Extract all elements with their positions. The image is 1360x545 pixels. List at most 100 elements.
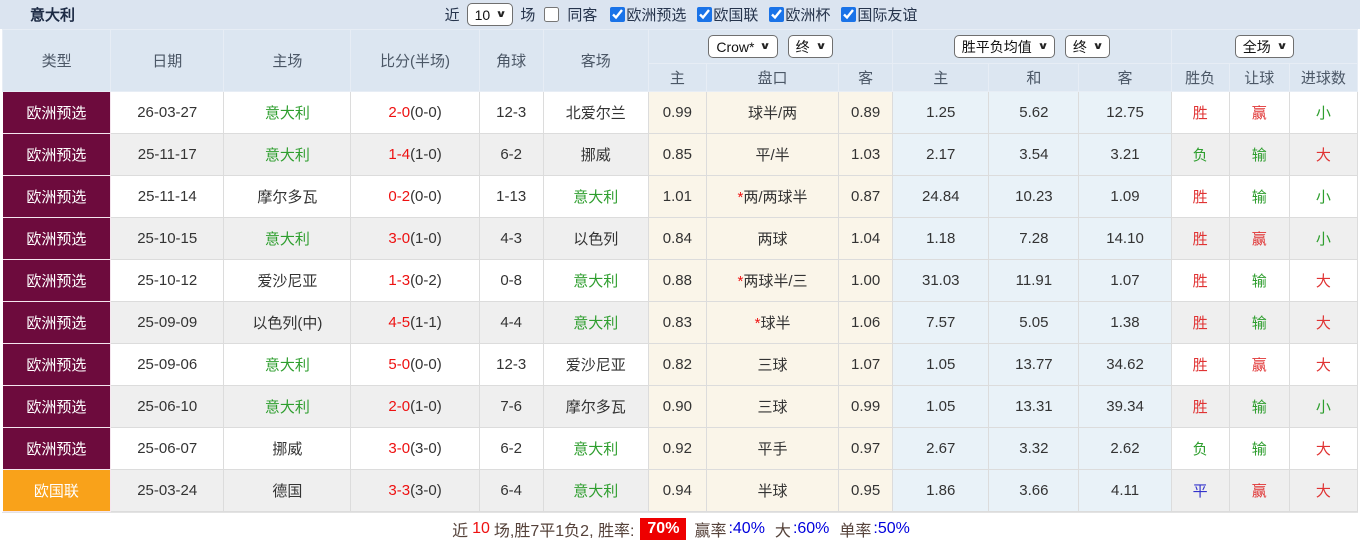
- outcome-result: 胜: [1171, 91, 1230, 134]
- league-badge: 欧洲预选: [2, 133, 112, 176]
- handicap-line: 平手: [706, 427, 840, 470]
- odds-company-select[interactable]: Crow* ∨: [708, 35, 778, 58]
- avg-draw: 5.62: [988, 91, 1080, 134]
- goals-result: 大: [1289, 469, 1359, 512]
- match-date: 25-06-07: [110, 427, 225, 470]
- handicap-result: 赢: [1229, 469, 1290, 512]
- win-rate-badge: 70%: [640, 518, 687, 540]
- odds-company-value: Crow*: [716, 38, 755, 55]
- goals-result: 小: [1289, 385, 1359, 428]
- handicap-result: 输: [1229, 427, 1290, 470]
- avg-draw: 13.77: [988, 343, 1080, 386]
- match-row: 欧洲预选 25-09-09 以色列(中) 4-5(1-1) 4-4 意大利 0.83 *球半 1…: [2, 301, 1359, 344]
- avg-lose: 34.62: [1078, 343, 1172, 386]
- same-away-checkbox[interactable]: [544, 7, 560, 22]
- match-row: 欧国联 25-03-24 德国 3-3(3-0) 6-4 意大利 0.94 半球 0.95 1.8…: [2, 469, 1359, 512]
- avg-time-select[interactable]: 终 ∨: [1064, 35, 1111, 58]
- league-filter-nations-league: 欧国联: [691, 4, 758, 25]
- score-halftime: (0-0): [410, 104, 442, 121]
- scope-select[interactable]: 全场 ∨: [1234, 35, 1294, 58]
- league-label: 国际友谊: [857, 7, 918, 24]
- matches-tbody: 欧洲预选 26-03-27 意大利 2-0(0-0) 12-3 北爱尔兰 0.99 球半/两 0…: [2, 91, 1359, 512]
- score-fulltime: 1-4: [388, 146, 411, 163]
- match-date: 25-10-12: [110, 259, 225, 302]
- avg-metric-select[interactable]: 胜平负均值 ∨: [953, 35, 1055, 58]
- away-team: 意大利: [543, 427, 649, 470]
- goals-result: 大: [1289, 133, 1359, 176]
- score-fulltime: 3-0: [388, 440, 411, 457]
- handicap-star: *: [754, 315, 761, 332]
- corners: 0-8: [479, 259, 544, 302]
- score-cell: 1-3(0-2): [350, 259, 480, 302]
- corners: 6-2: [479, 133, 544, 176]
- summary-near-label: 近: [452, 523, 469, 540]
- avg-lose: 4.11: [1078, 469, 1172, 512]
- away-team: 摩尔多瓦: [543, 385, 649, 428]
- sub-header-avg-lose: 客: [1078, 63, 1172, 92]
- handicap-result: 赢: [1229, 343, 1290, 386]
- handicap-text: 三球: [757, 399, 788, 416]
- avg-draw: 10.23: [988, 175, 1080, 218]
- chevron-down-icon: ∨: [1276, 41, 1288, 52]
- match-row: 欧洲预选 26-03-27 意大利 2-0(0-0) 12-3 北爱尔兰 0.99 球半/两 0…: [2, 91, 1359, 134]
- avg-draw: 11.91: [988, 259, 1080, 302]
- league-filter-euro-cup: 欧洲杯: [763, 4, 830, 25]
- away-team: 挪威: [543, 133, 649, 176]
- league-checkbox[interactable]: [841, 7, 857, 22]
- goals-result: 大: [1289, 301, 1359, 344]
- handicap-text: 平/半: [755, 147, 790, 164]
- result-group-header: 全场 ∨: [1170, 29, 1359, 64]
- scope-value: 全场: [1242, 38, 1271, 55]
- home-team: 爱沙尼亚: [223, 259, 352, 302]
- score-fulltime: 2-0: [388, 104, 411, 121]
- avg-metric-value: 胜平负均值: [961, 38, 1032, 55]
- avg-draw: 3.54: [988, 133, 1080, 176]
- score-halftime: (3-0): [410, 440, 442, 457]
- avg-win: 1.86: [892, 469, 990, 512]
- odds-group-header: Crow* ∨ 终 ∨: [647, 29, 894, 64]
- outcome-result: 胜: [1171, 343, 1230, 386]
- score-cell: 1-4(1-0): [350, 133, 480, 176]
- odds-home: 0.90: [648, 385, 707, 428]
- match-row: 欧洲预选 25-09-06 意大利 5-0(0-0) 12-3 爱沙尼亚 0.82 三球 1.0…: [2, 343, 1359, 386]
- avg-lose: 12.75: [1078, 91, 1172, 134]
- chevron-down-icon: ∨: [814, 41, 827, 52]
- handicap-result: 输: [1229, 175, 1290, 218]
- single-rate-value: :50%: [873, 520, 910, 537]
- outcome-result: 胜: [1171, 385, 1230, 428]
- league-checkbox[interactable]: [769, 7, 785, 22]
- match-date: 25-10-15: [110, 217, 225, 260]
- col-header-type: 类型: [1, 29, 112, 92]
- recent-count-select[interactable]: 10 ∨: [466, 3, 514, 26]
- odds-time-select[interactable]: 终 ∨: [787, 35, 833, 58]
- odds-away: 0.87: [838, 175, 894, 218]
- league-checkbox[interactable]: [697, 7, 713, 22]
- away-team: 意大利: [543, 469, 649, 512]
- goals-result: 大: [1289, 259, 1359, 302]
- avg-win: 2.17: [892, 133, 990, 176]
- handicap-text: 半球: [757, 483, 788, 500]
- big-rate-label: 大: [774, 523, 791, 540]
- home-team: 意大利: [223, 217, 352, 260]
- avg-draw: 13.31: [988, 385, 1080, 428]
- page-title: 意大利: [30, 7, 76, 24]
- outcome-result: 胜: [1171, 175, 1230, 218]
- odds-home: 0.92: [648, 427, 707, 470]
- score-cell: 3-3(3-0): [350, 469, 480, 512]
- single-rate-label: 单率: [839, 523, 872, 540]
- away-team: 意大利: [543, 259, 649, 302]
- handicap-result: 输: [1229, 385, 1290, 428]
- league-checkbox[interactable]: [610, 7, 626, 22]
- handicap-result: 输: [1229, 301, 1290, 344]
- handicap-line: 平/半: [706, 133, 840, 176]
- score-halftime: (0-0): [410, 188, 442, 205]
- league-badge: 欧洲预选: [2, 301, 112, 344]
- handicap-text: 平手: [757, 441, 788, 458]
- corners: 4-4: [479, 301, 544, 344]
- home-team: 意大利: [223, 343, 352, 386]
- avg-win: 1.05: [892, 385, 990, 428]
- goals-result: 小: [1289, 91, 1359, 134]
- league-filter-friendly: 国际友谊: [835, 4, 917, 25]
- outcome-result: 胜: [1171, 217, 1230, 260]
- odds-home: 0.82: [648, 343, 707, 386]
